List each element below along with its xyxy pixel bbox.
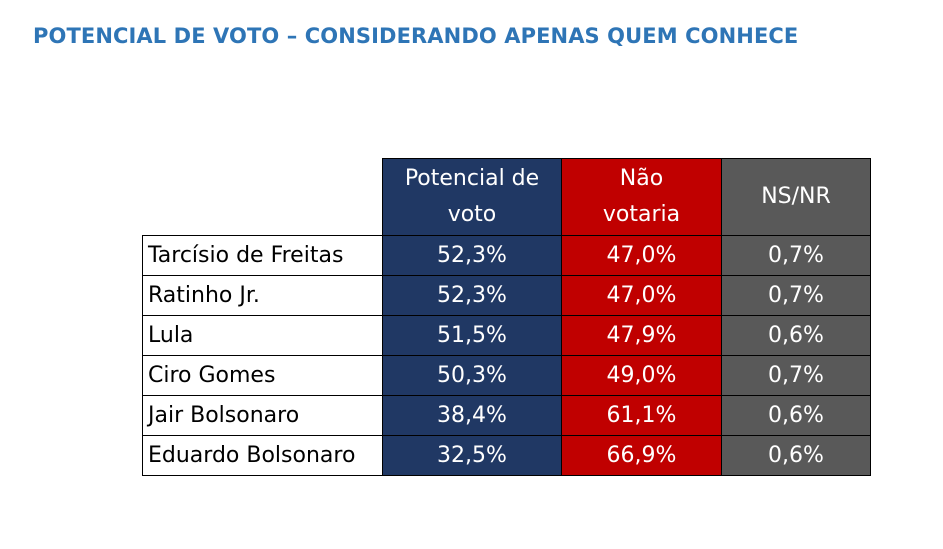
potencial-value: 52,3% bbox=[382, 235, 562, 276]
table-row: Ratinho Jr. 52,3% 47,0% 0,7% bbox=[142, 275, 871, 316]
candidate-name: Jair Bolsonaro bbox=[142, 395, 383, 436]
potencial-value: 38,4% bbox=[382, 395, 562, 436]
candidate-name: Eduardo Bolsonaro bbox=[142, 435, 383, 476]
candidate-name: Tarcísio de Freitas bbox=[142, 235, 383, 276]
table-row: Lula 51,5% 47,9% 0,6% bbox=[142, 315, 871, 356]
page-title: POTENCIAL DE VOTO – CONSIDERANDO APENAS … bbox=[33, 24, 799, 48]
header-line: NS/NR bbox=[761, 184, 831, 209]
candidate-name: Ratinho Jr. bbox=[142, 275, 383, 316]
nao-votaria-value: 47,0% bbox=[561, 235, 722, 276]
ns-nr-value: 0,6% bbox=[721, 315, 871, 356]
header-line: voto bbox=[447, 202, 497, 227]
potencial-value: 52,3% bbox=[382, 275, 562, 316]
candidate-name: Lula bbox=[142, 315, 383, 356]
table-row: Tarcísio de Freitas 52,3% 47,0% 0,7% bbox=[142, 235, 871, 276]
table-corner bbox=[143, 159, 383, 236]
ns-nr-value: 0,6% bbox=[721, 435, 871, 476]
potencial-value: 50,3% bbox=[382, 355, 562, 396]
table-row: Ciro Gomes 50,3% 49,0% 0,7% bbox=[142, 355, 871, 396]
header-ns-nr: NS/NR bbox=[721, 158, 871, 236]
nao-votaria-value: 49,0% bbox=[561, 355, 722, 396]
potencial-value: 51,5% bbox=[382, 315, 562, 356]
table-row: Jair Bolsonaro 38,4% 61,1% 0,6% bbox=[142, 395, 871, 436]
header-potencial-de-voto: Potencial de voto bbox=[382, 158, 562, 236]
ns-nr-value: 0,7% bbox=[721, 275, 871, 316]
poll-table: Potencial de voto Não votaria NS/NR Tarc… bbox=[142, 158, 871, 476]
ns-nr-value: 0,7% bbox=[721, 355, 871, 396]
nao-votaria-value: 47,9% bbox=[561, 315, 722, 356]
nao-votaria-value: 66,9% bbox=[561, 435, 722, 476]
header-nao-votaria: Não votaria bbox=[561, 158, 722, 236]
ns-nr-value: 0,6% bbox=[721, 395, 871, 436]
nao-votaria-value: 47,0% bbox=[561, 275, 722, 316]
candidate-name: Ciro Gomes bbox=[142, 355, 383, 396]
header-line: Não bbox=[619, 166, 664, 191]
table-row: Eduardo Bolsonaro 32,5% 66,9% 0,6% bbox=[142, 435, 871, 476]
potencial-value: 32,5% bbox=[382, 435, 562, 476]
header-line: votaria bbox=[602, 202, 681, 227]
ns-nr-value: 0,7% bbox=[721, 235, 871, 276]
header-line: Potencial de bbox=[404, 166, 540, 191]
nao-votaria-value: 61,1% bbox=[561, 395, 722, 436]
table-header-row: Potencial de voto Não votaria NS/NR bbox=[143, 158, 871, 236]
